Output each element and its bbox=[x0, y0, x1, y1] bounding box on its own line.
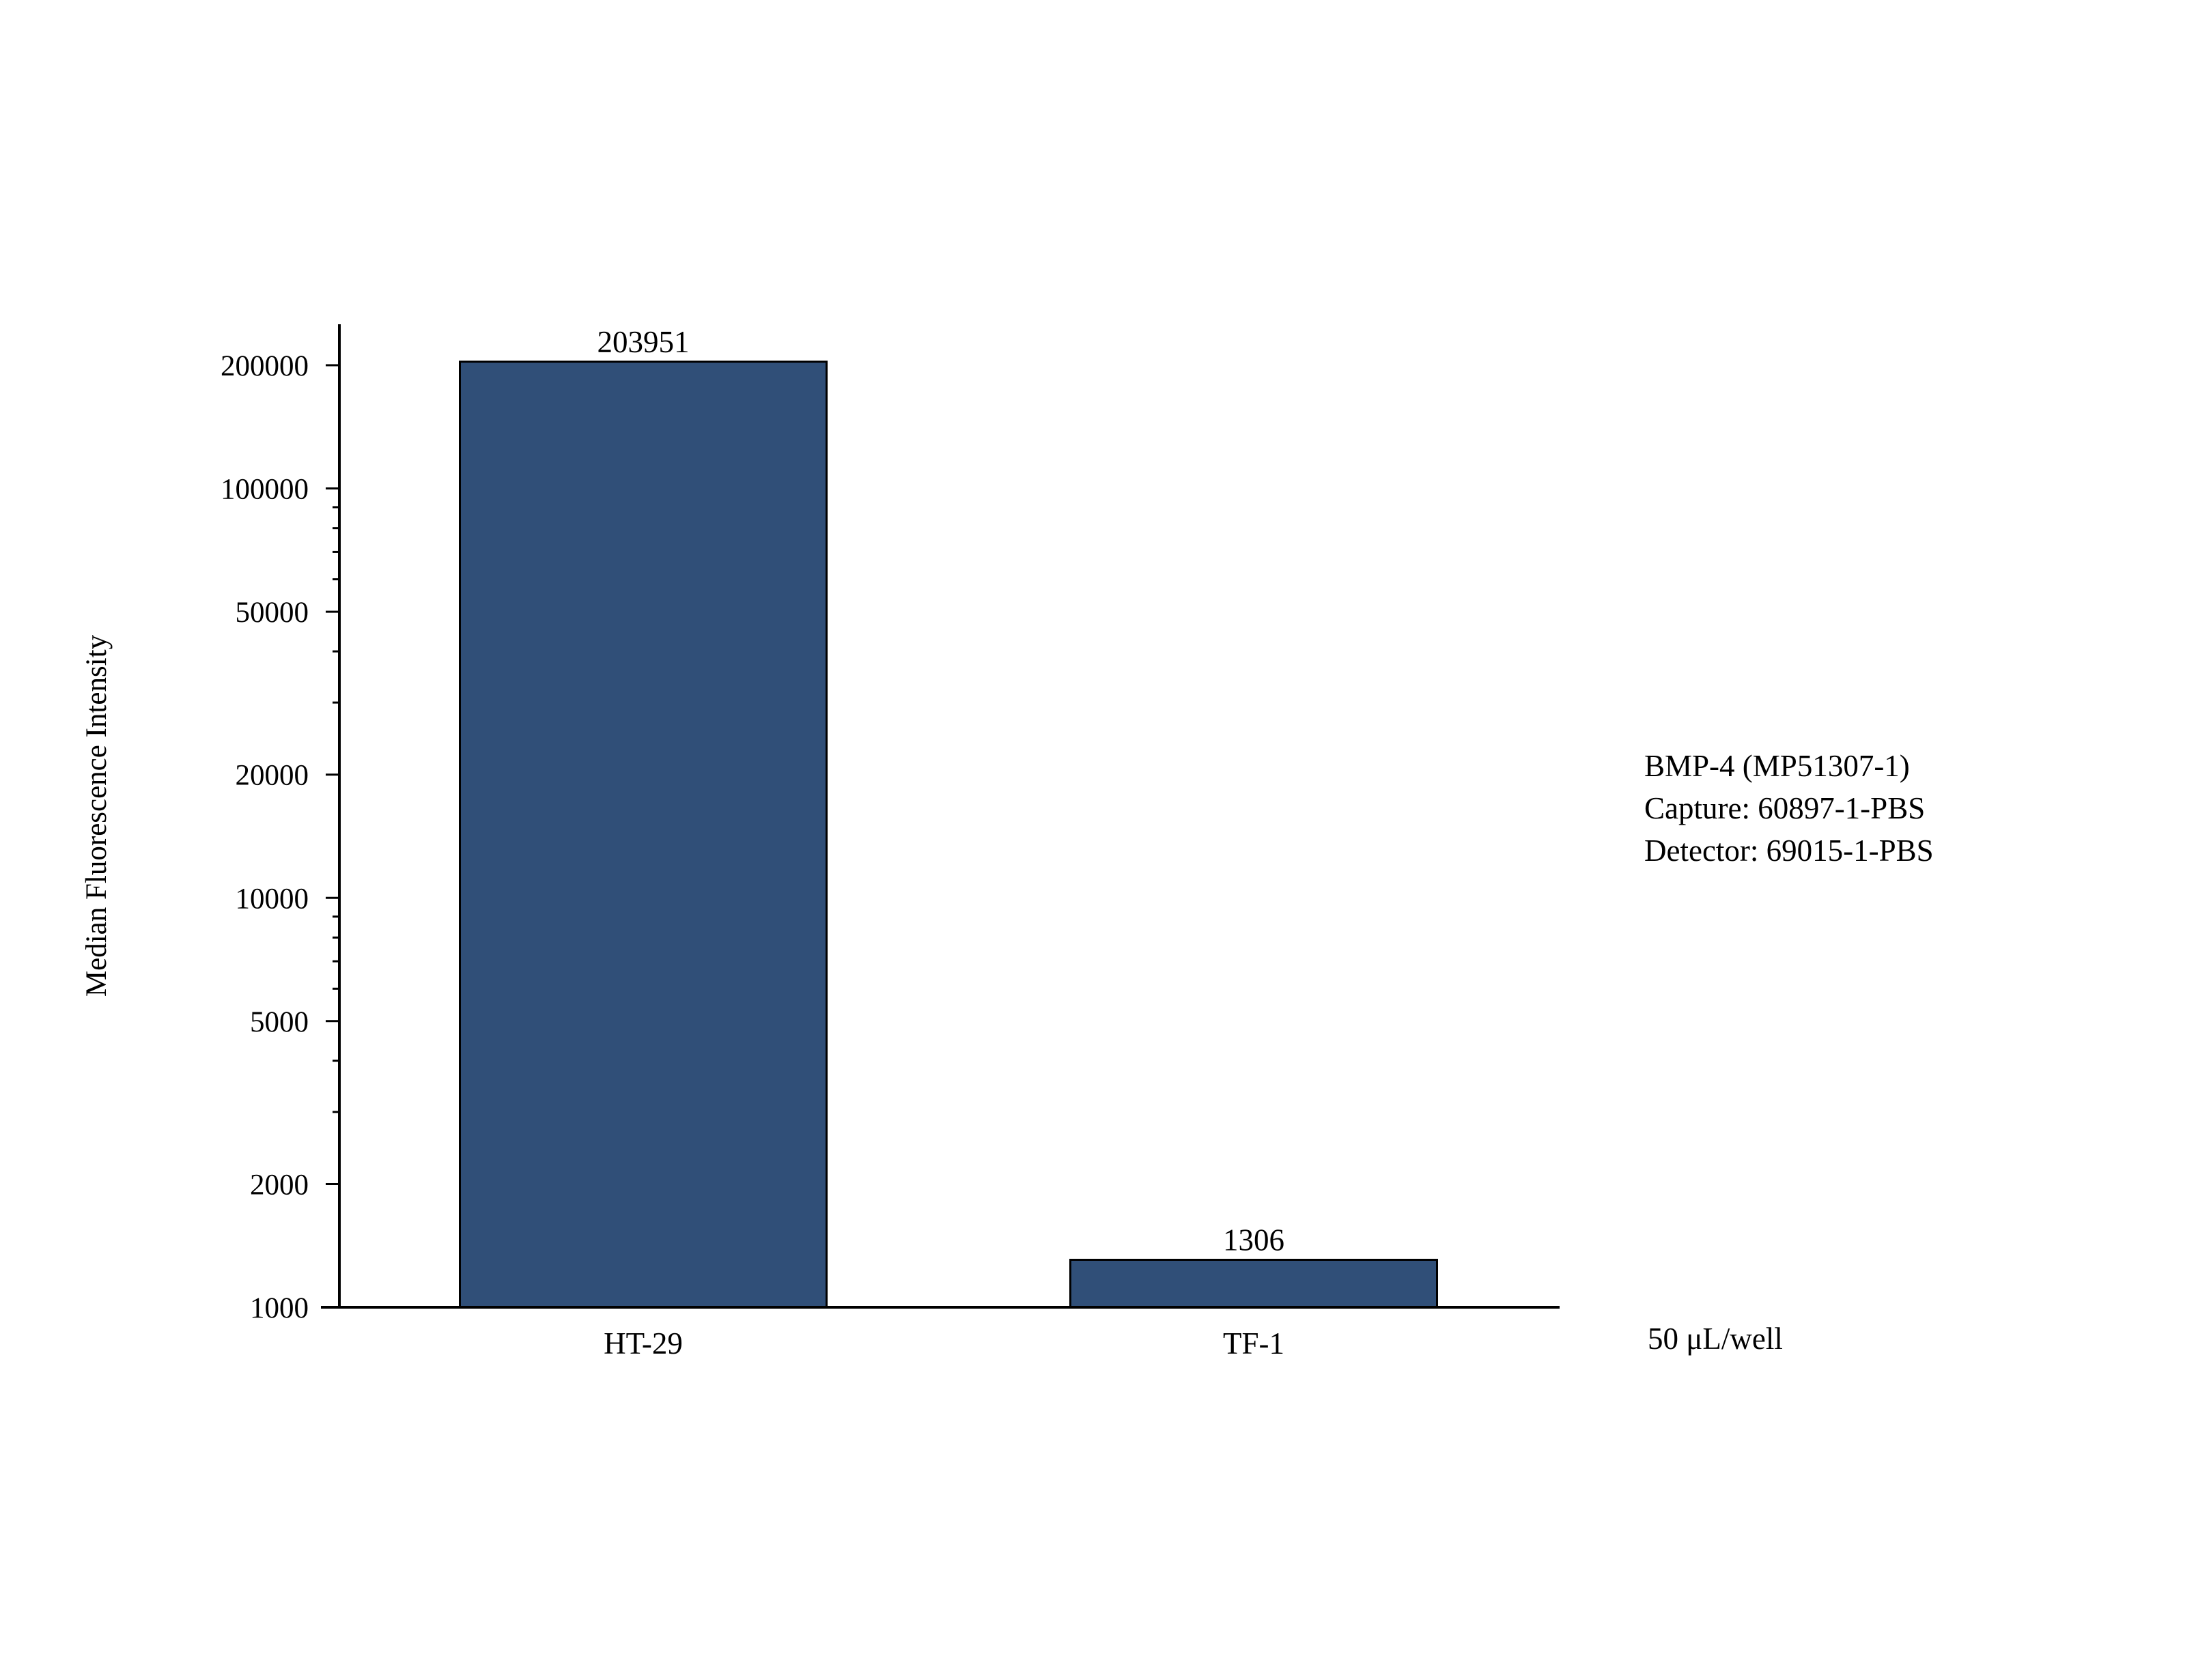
labels: 203951 HT-29 1306 TF-1 bbox=[597, 325, 1285, 1361]
bar-value-label: 1306 bbox=[1223, 1223, 1284, 1257]
y-tick-label: 20000 bbox=[236, 760, 309, 792]
y-tick-label: 200000 bbox=[221, 350, 309, 382]
x-category-label: TF-1 bbox=[1223, 1326, 1284, 1361]
bar-tf-1 bbox=[1069, 1258, 1438, 1309]
info-line-3: Detector: 69015-1-PBS bbox=[1644, 834, 1934, 868]
info-annotation: BMP-4 (MP51307-1) Capture: 60897-1-PBS D… bbox=[1644, 749, 1934, 868]
volume-annotation: 50 μL/well bbox=[1648, 1322, 1783, 1356]
bar-value-label: 203951 bbox=[597, 325, 690, 359]
info-line-2: Capture: 60897-1-PBS bbox=[1644, 791, 1925, 825]
y-tick-label: 50000 bbox=[236, 597, 309, 629]
bars bbox=[459, 360, 1438, 1309]
y-tick-label: 5000 bbox=[250, 1006, 309, 1038]
y-tick-label: 10000 bbox=[236, 883, 309, 915]
y-axis-ticks: 1000 2000 5000 10000 20000 50000 100000 200000 bbox=[221, 350, 339, 1324]
y-tick-label: 100000 bbox=[221, 474, 309, 506]
bar-ht-29 bbox=[459, 360, 828, 1309]
info-line-1: BMP-4 (MP51307-1) bbox=[1644, 749, 1910, 783]
y-tick-label: 2000 bbox=[250, 1169, 309, 1201]
x-category-label: HT-29 bbox=[604, 1326, 683, 1361]
y-tick-label: 1000 bbox=[250, 1292, 309, 1324]
y-axis-title: Median Fluorescence Intensity bbox=[81, 634, 113, 997]
axes bbox=[321, 324, 1560, 1309]
